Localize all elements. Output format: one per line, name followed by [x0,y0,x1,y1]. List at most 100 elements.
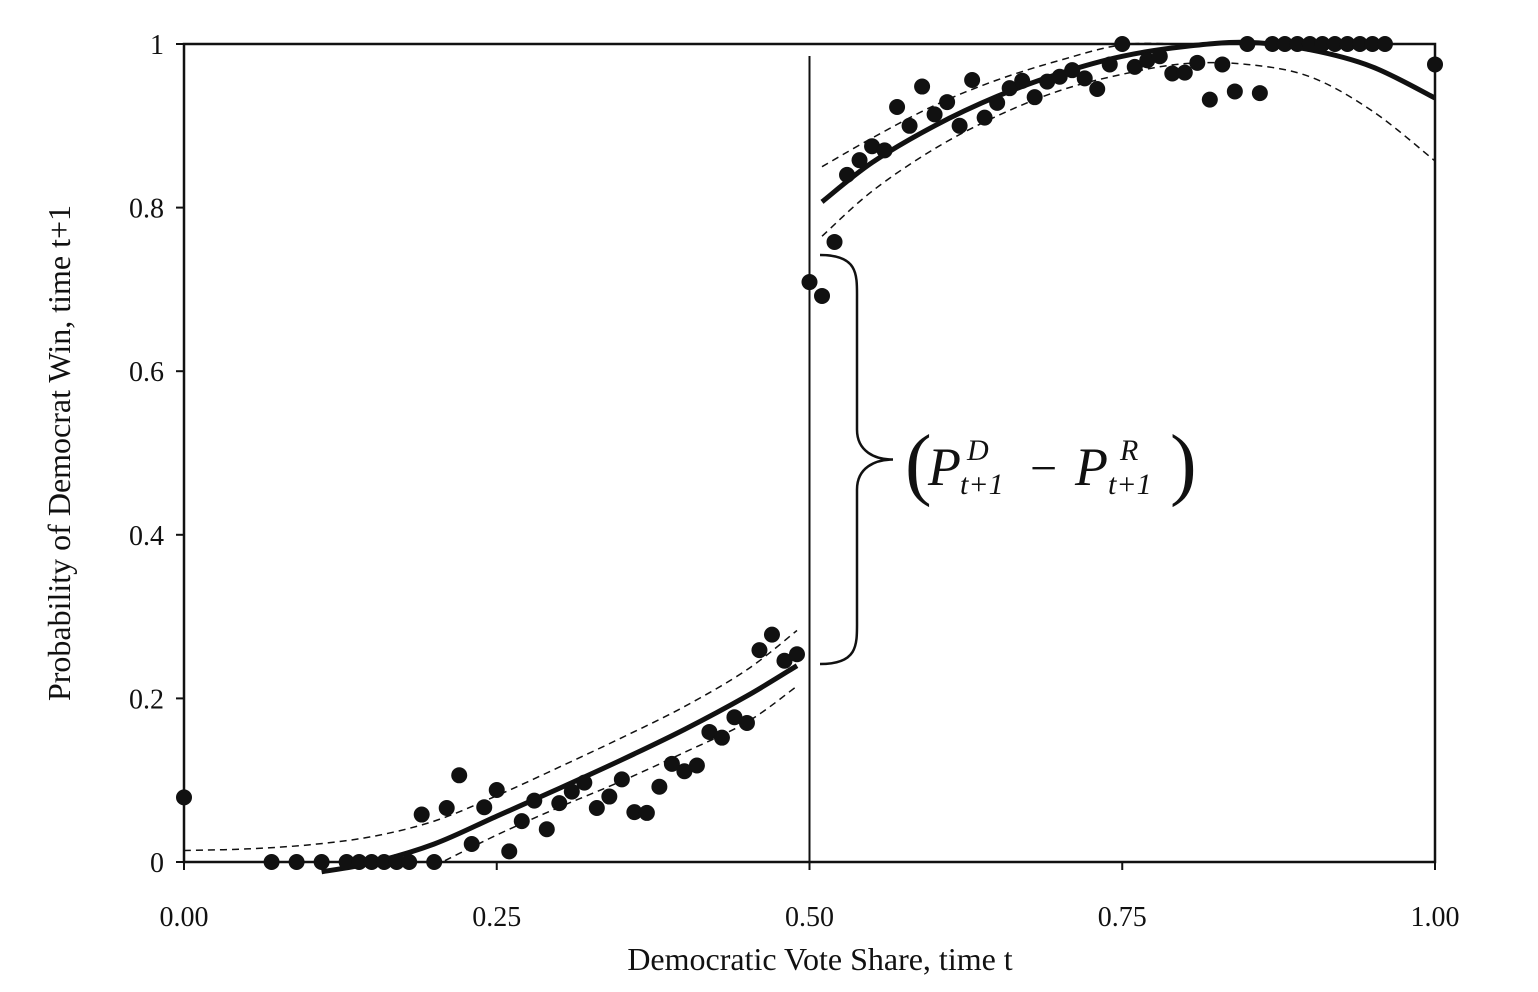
data-point-25 [601,788,618,805]
data-point-79 [1276,36,1293,52]
data-point-28 [638,804,655,821]
data-point-5 [351,854,368,870]
y-tick-label-5: 1 [150,30,164,61]
data-point-48 [889,98,906,115]
data-point-32 [688,757,705,774]
ci-right-lower-line [821,61,1436,237]
data-point-33 [701,723,718,740]
data-point-68 [1139,52,1156,69]
formula-paren-close: ) [1170,420,1197,508]
data-point-9 [401,854,418,870]
data-point-34 [713,729,730,746]
data-point-26 [613,771,630,788]
data-point-80 [1289,36,1306,52]
data-point-12 [438,800,455,817]
data-point-36 [738,714,755,731]
data-point-73 [1201,91,1218,108]
data-point-51 [926,106,943,123]
formula-p-right: P [1074,437,1108,497]
data-point-52 [939,94,956,111]
data-point-84 [1339,36,1356,52]
formula-sup-left: D [966,434,989,467]
data-point-74 [1214,56,1231,73]
data-point-62 [1064,62,1081,79]
data-point-46 [864,138,881,155]
data-point-8 [388,854,405,870]
data-point-15 [476,799,493,816]
y-tick-label-2: 0.4 [129,521,164,552]
data-point-41 [801,274,818,291]
data-point-40 [788,646,805,663]
x-axis-label: Democratic Vote Share, time t [627,941,1012,977]
data-point-39 [776,652,793,669]
data-point-18 [513,813,530,830]
ci-left-upper-line [183,629,798,852]
data-point-35 [726,709,743,726]
data-point-63 [1076,70,1093,87]
data-point-50 [914,78,931,95]
x-tick-label-4: 1.00 [1411,902,1460,933]
data-point-58 [1014,72,1031,89]
data-point-71 [1176,64,1193,81]
fit-right-line [820,39,1437,204]
data-point-56 [989,94,1006,111]
data-point-27 [626,804,643,821]
data-point-38 [763,626,780,643]
data-point-30 [663,755,680,772]
data-point-57 [1001,80,1018,97]
data-point-2 [288,854,305,870]
data-point-64 [1089,80,1106,97]
data-point-42 [814,287,831,304]
data-point-54 [964,71,981,88]
data-point-0 [176,789,192,806]
data-point-76 [1239,36,1256,52]
y-tick-label-4: 0.8 [129,194,164,225]
annotation-formula: ( P D t+1 − P R t+1 ) [905,420,1197,508]
formula-sub-left: t+1 [960,468,1004,501]
data-point-75 [1226,83,1243,100]
data-point-3 [313,854,330,870]
y-tick-label-1: 0.2 [129,684,164,715]
x-tick-label-0: 0.00 [160,902,209,933]
data-point-65 [1101,56,1118,73]
data-point-10 [413,806,430,823]
data-point-83 [1326,36,1343,52]
curly-brace-shape [819,253,894,666]
data-points [176,36,1443,870]
data-point-43 [826,233,843,250]
x-tick-label-3: 0.75 [1098,902,1147,933]
axis-ticks: 0.00 0.25 0.50 0.75 1.00 0 0.2 0.4 0.6 0.8 1 [129,30,1460,933]
data-point-16 [488,782,505,799]
data-point-86 [1364,36,1381,52]
formula-sub-right: t+1 [1108,468,1152,501]
data-point-24 [588,800,605,817]
data-point-72 [1189,54,1206,71]
data-point-1 [263,854,280,870]
data-point-85 [1351,36,1368,52]
data-point-20 [538,821,555,838]
data-point-22 [563,783,580,800]
formula-minus: − [1030,442,1057,495]
data-point-44 [839,166,856,183]
data-point-77 [1251,85,1268,102]
x-tick-label-1: 0.25 [472,902,521,933]
data-point-45 [851,152,868,169]
y-tick-label-3: 0.6 [129,357,164,388]
data-point-69 [1151,48,1168,65]
data-point-7 [376,854,393,870]
data-point-59 [1026,89,1043,106]
formula-p-left: P [927,437,961,497]
data-point-82 [1314,36,1331,52]
data-point-88 [1427,56,1443,73]
y-tick-label-0: 0 [150,848,164,879]
data-point-55 [976,109,993,126]
data-point-6 [363,854,380,870]
formula-sup-right: R [1119,434,1138,467]
data-point-11 [426,854,443,870]
data-point-87 [1376,36,1393,52]
data-point-70 [1164,65,1181,82]
data-point-78 [1264,36,1281,52]
annotation-brace [819,253,894,666]
